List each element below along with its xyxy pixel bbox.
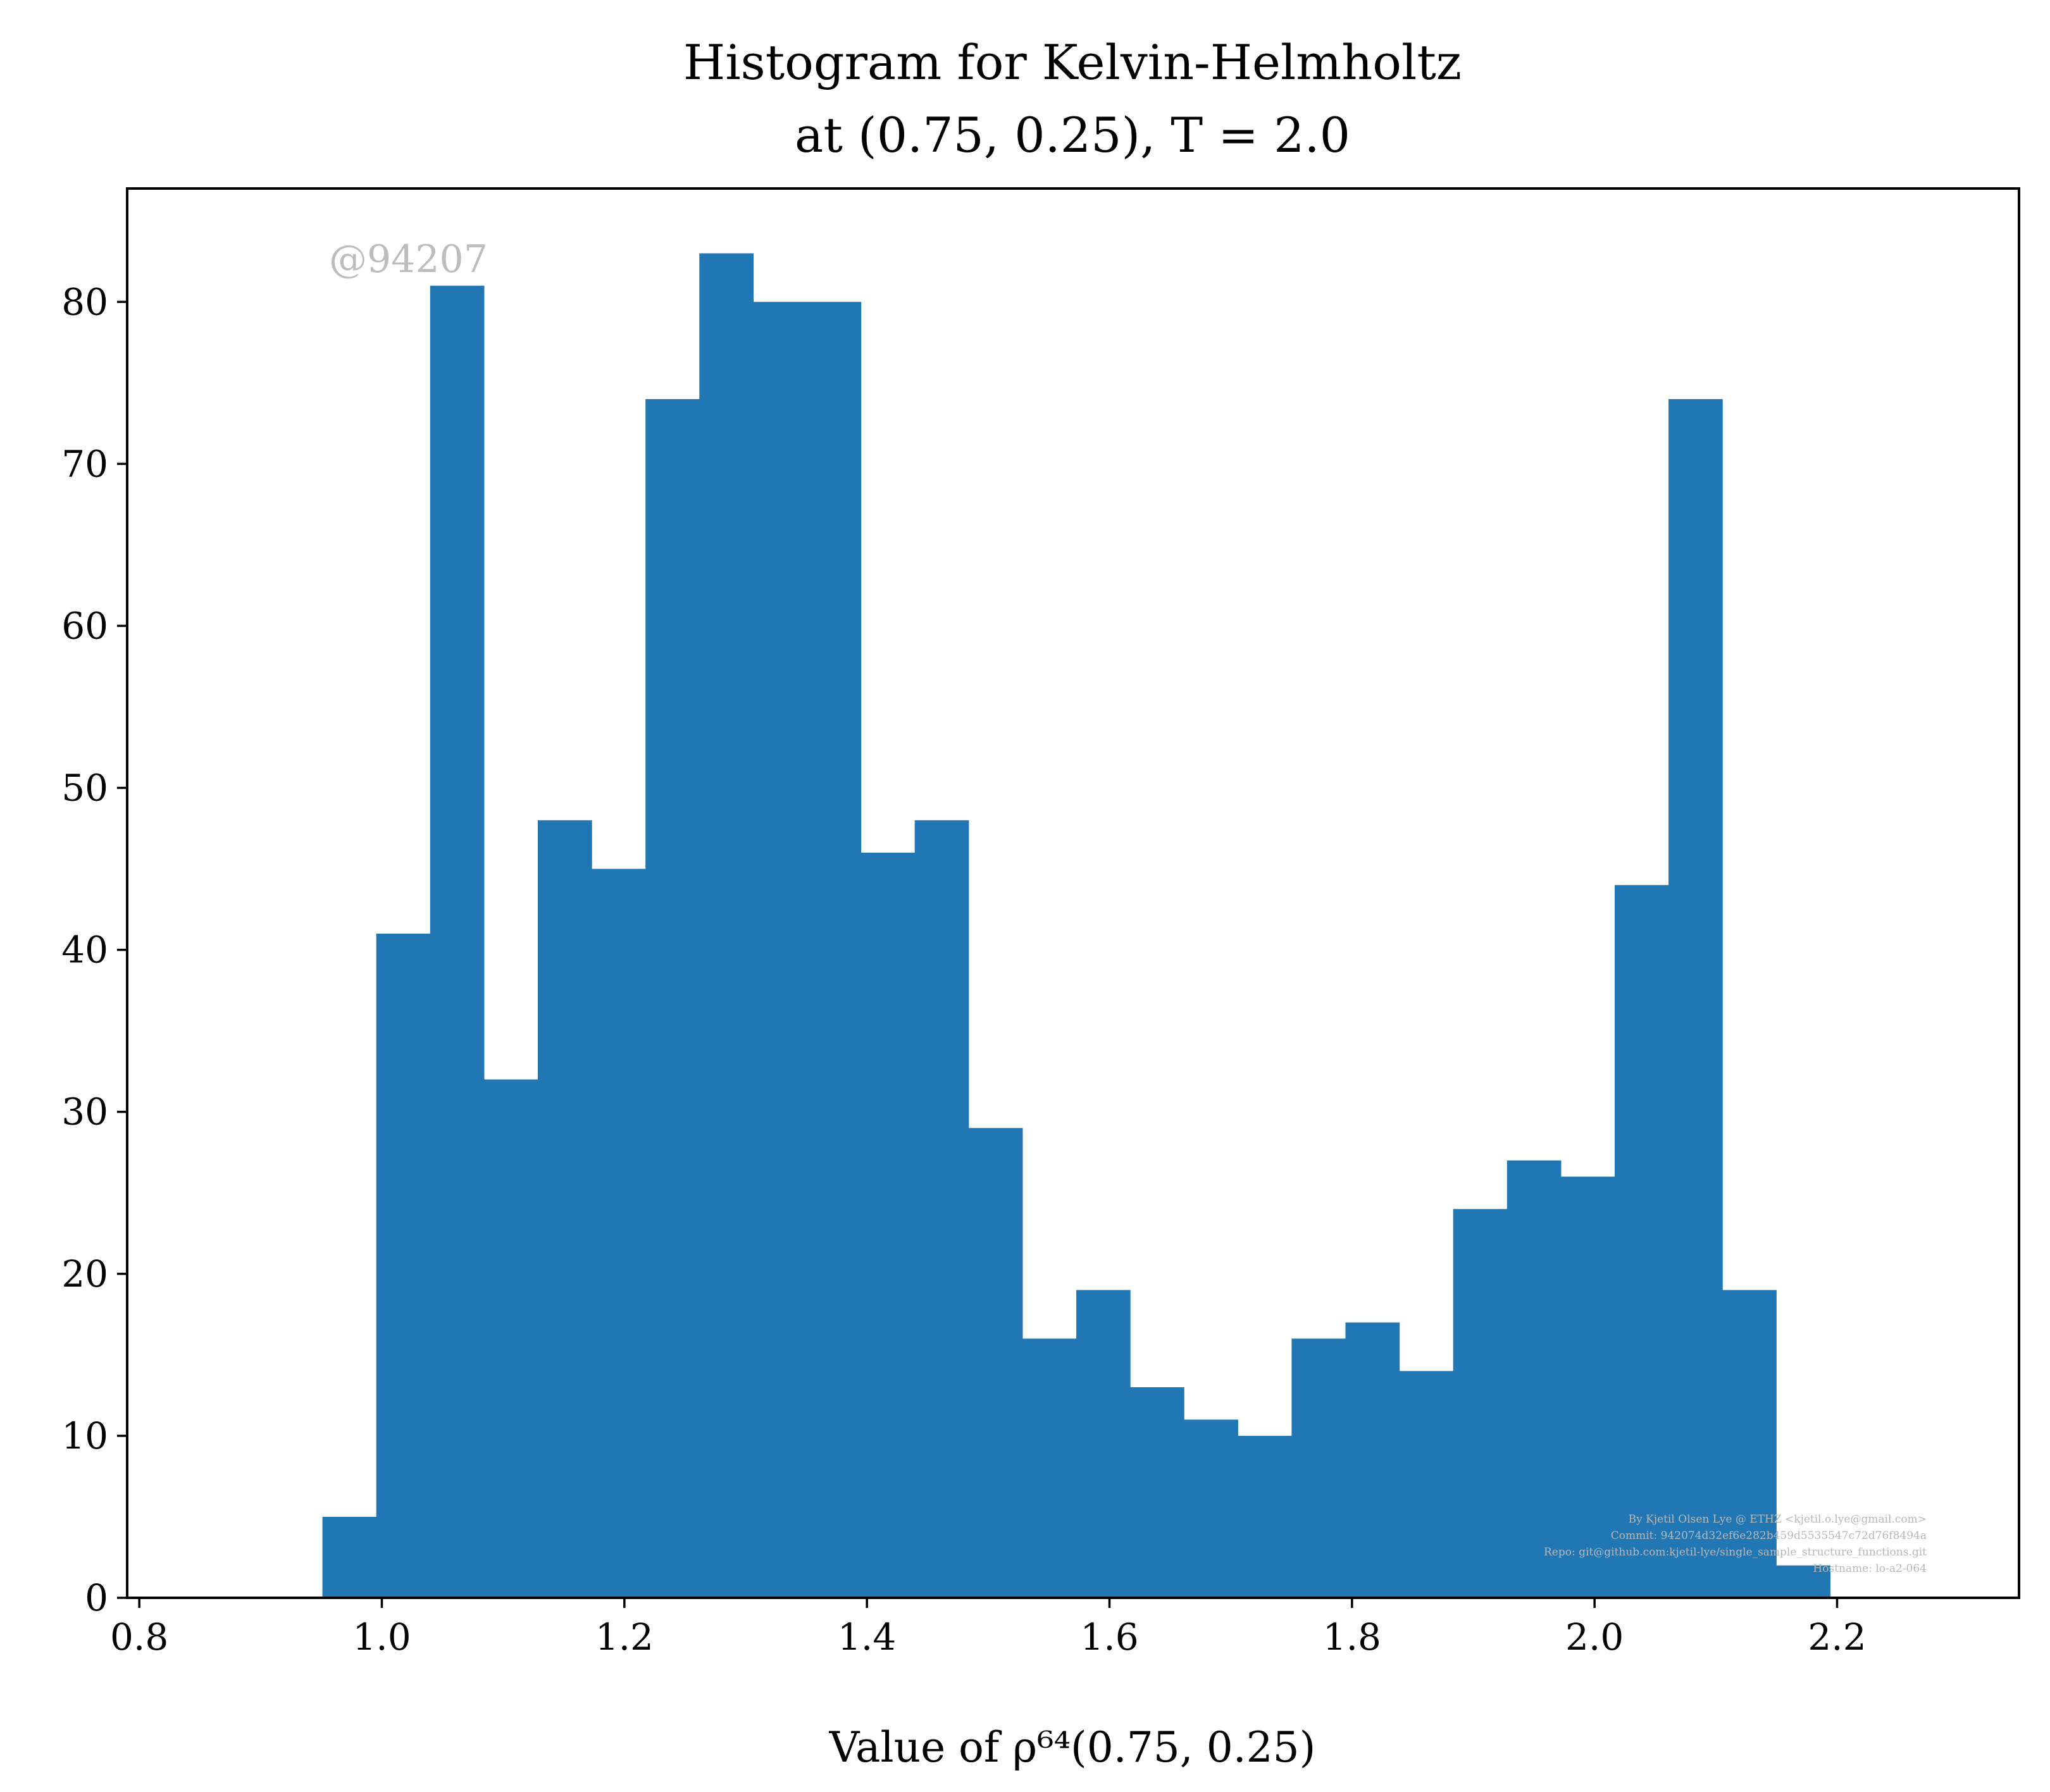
x-axis-label: Value of ρ⁶⁴(0.75, 0.25) [829, 1723, 1316, 1772]
histogram-bar [1130, 1387, 1184, 1598]
histogram-bar [1184, 1419, 1238, 1598]
credit-line: By Kjetil Olsen Lye @ ETHZ <kjetil.o.lye… [1629, 1513, 1927, 1526]
x-axis-ticks: 0.8 1.0 1.2 1.4 1.6 1.8 2.0 2.2 [110, 1598, 1867, 1659]
bars-group [322, 253, 1830, 1598]
histogram-bar [645, 399, 700, 1598]
x-tick-label: 1.6 [1080, 1616, 1138, 1659]
credit-block: By Kjetil Olsen Lye @ ETHZ <kjetil.o.lye… [1544, 1513, 1927, 1575]
y-tick-label: 10 [61, 1414, 108, 1457]
histogram-bar [1668, 399, 1723, 1598]
y-tick-label: 50 [61, 767, 108, 810]
histogram-bar [1453, 1209, 1508, 1598]
histogram-bar [592, 868, 646, 1598]
histogram-bar [376, 934, 431, 1598]
x-tick-label: 1.8 [1323, 1616, 1381, 1659]
watermark-text: @94207 [329, 237, 488, 281]
chart-title-line2: at (0.75, 0.25), T = 2.0 [795, 107, 1350, 163]
y-axis-ticks: 0 10 20 30 40 50 60 70 80 [61, 280, 127, 1619]
y-tick-label: 30 [61, 1091, 108, 1134]
x-tick-label: 2.2 [1808, 1616, 1866, 1659]
histogram-bar [1291, 1338, 1346, 1598]
histogram-bar [1560, 1177, 1615, 1598]
histogram-bar [430, 285, 485, 1598]
histogram-bar [1076, 1290, 1131, 1598]
histogram-bar [1345, 1322, 1400, 1598]
credit-line: Repo: git@github.com:kjetil-lye/single_s… [1544, 1546, 1927, 1559]
x-tick-label: 1.2 [595, 1616, 654, 1659]
x-tick-label: 1.4 [838, 1616, 896, 1659]
histogram-bar [1776, 1565, 1830, 1598]
y-tick-label: 60 [61, 604, 108, 647]
histogram-bar [1022, 1338, 1077, 1598]
histogram-bar [699, 253, 754, 1598]
histogram-bar [483, 1079, 538, 1598]
histogram-bar [860, 852, 916, 1598]
x-tick-label: 2.0 [1565, 1616, 1624, 1659]
histogram-bar [968, 1128, 1023, 1598]
histogram-bar [1238, 1435, 1292, 1598]
axes-frame [126, 187, 2020, 1599]
x-tick-label: 1.0 [352, 1616, 411, 1659]
y-tick-label: 20 [61, 1252, 108, 1295]
x-tick-label: 0.8 [110, 1616, 168, 1659]
y-tick-label: 40 [61, 929, 108, 972]
histogram-bar [1614, 885, 1669, 1598]
y-tick-label: 0 [85, 1576, 108, 1619]
credit-line: Commit: 942074d32ef6e282b459d5535547c72d… [1611, 1529, 1927, 1542]
histogram-bar [537, 820, 592, 1598]
credit-line: Hostname: lo-a2-064 [1813, 1562, 1927, 1575]
histogram-bar [1722, 1290, 1777, 1598]
histogram-bar [322, 1516, 377, 1598]
chart-title-line1: Histogram for Kelvin-Helmholtz [683, 34, 1462, 90]
histogram-bar [753, 302, 808, 1598]
histogram-bar [807, 302, 862, 1598]
histogram-bar [914, 820, 969, 1598]
y-tick-label: 70 [61, 442, 108, 485]
y-tick-label: 80 [61, 280, 108, 323]
histogram-bar [1506, 1160, 1562, 1598]
histogram-bar [1399, 1371, 1454, 1598]
